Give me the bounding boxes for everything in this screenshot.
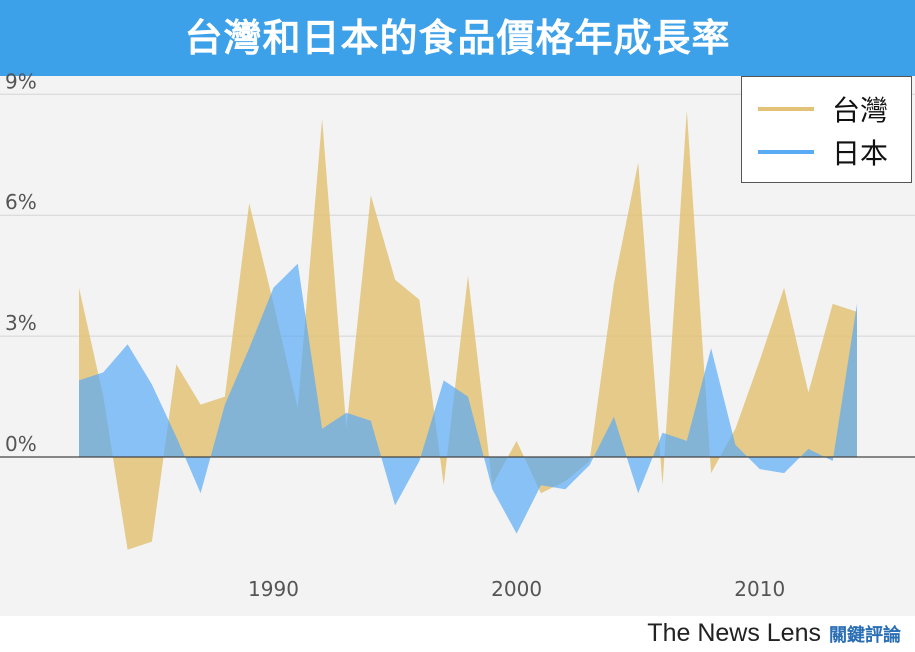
y-tick-label: 0% bbox=[5, 432, 37, 456]
x-tick-label: 2010 bbox=[734, 577, 785, 601]
legend-swatch-japan bbox=[758, 150, 814, 154]
y-tick-label: 9% bbox=[5, 69, 37, 93]
x-tick-label: 2000 bbox=[491, 577, 542, 601]
brand-name: The News Lens bbox=[647, 619, 821, 647]
legend-label-taiwan: 台灣 bbox=[832, 94, 889, 127]
legend-label-japan: 日本 bbox=[832, 137, 889, 170]
legend-item-taiwan: 台灣 bbox=[758, 89, 888, 129]
legend: 台灣 日本 bbox=[741, 76, 912, 183]
chart-title: 台灣和日本的食品價格年成長率 bbox=[184, 16, 731, 60]
series-area-japan bbox=[79, 263, 857, 534]
title-bar bbox=[0, 0, 915, 76]
footer bbox=[0, 616, 915, 650]
brand-logo: The News Lens 關鍵評論 bbox=[647, 616, 901, 650]
brand-name-cn: 關鍵評論 bbox=[829, 625, 901, 645]
y-tick-label: 3% bbox=[5, 311, 37, 335]
y-tick-label: 6% bbox=[5, 190, 37, 214]
legend-item-japan: 日本 bbox=[758, 132, 888, 172]
legend-swatch-taiwan bbox=[758, 107, 814, 111]
x-tick-label: 1990 bbox=[248, 577, 299, 601]
